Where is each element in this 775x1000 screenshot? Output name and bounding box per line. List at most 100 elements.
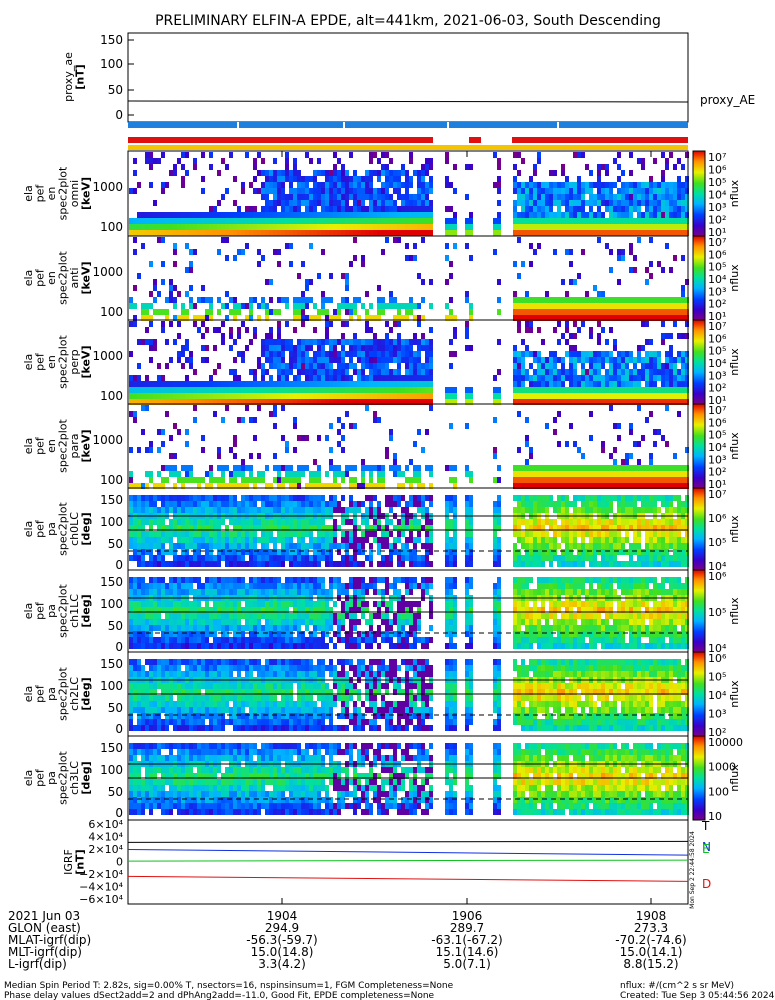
igrf-ytick-6: −6×10⁴ <box>79 893 123 906</box>
spec1-ytick-1: 100 <box>100 220 123 234</box>
status-bar-blue-tick-0 <box>237 122 239 128</box>
side-timestamp: Mon Sep 2 22:44:58 2024 <box>689 831 696 909</box>
spec2-ztick-0: 10⁷ <box>708 236 726 249</box>
spec1-ztick-0: 10⁷ <box>708 151 726 164</box>
pa1-zlabel: nflux <box>728 597 741 625</box>
spec2-ylabel-0: ela <box>22 270 35 287</box>
spec1-ztick-6: 10¹ <box>708 226 726 239</box>
pa2-heatmap <box>129 659 689 731</box>
spec2-ztick-5: 10² <box>708 298 726 311</box>
x-row-1-value-0: 294.9 <box>265 921 299 935</box>
pa2-ztick-4: 10² <box>708 726 726 739</box>
spec3-ztick-0: 10⁷ <box>708 320 726 333</box>
spec1-heatmap <box>129 152 689 236</box>
pa0-heatmap <box>129 495 689 567</box>
footer-created: Created: Tue Sep 3 05:44:56 2024 <box>620 991 775 1000</box>
spec1-ylabel-2: en <box>45 187 58 201</box>
igrf-ytick-4: −2×10⁴ <box>79 868 123 881</box>
pa1-ylabel-0: ela <box>22 603 35 620</box>
pa3-ylabel-4: ch3LC <box>68 761 81 795</box>
spec3-ztick-3: 10⁴ <box>708 357 727 370</box>
pa0-ytick-0: 150 <box>100 493 123 507</box>
x-row-label-4: L-igrf(dip) <box>8 957 67 971</box>
pa1-heatmap <box>129 577 689 649</box>
spec3-ztick-6: 10¹ <box>708 394 726 407</box>
pa1-ytick-2: 50 <box>108 619 123 633</box>
proxy-ae-series-line <box>127 100 689 103</box>
spec1-ztick-3: 10⁴ <box>708 189 727 202</box>
spec3-ztick-4: 10³ <box>708 369 726 382</box>
pa1-ztick-1: 10⁵ <box>708 606 726 619</box>
spec3-ytick-0: 1000 <box>92 349 123 363</box>
spec3-heatmap <box>129 321 689 405</box>
spec3-ytick-1: 100 <box>100 389 123 403</box>
status-bar-red-2 <box>469 137 481 143</box>
spec4-heatmap <box>129 405 689 489</box>
spec4-ylabel-5: [keV] <box>80 429 93 462</box>
spec1-ytick-0: 1000 <box>92 180 123 194</box>
pa1-ytick-0: 150 <box>100 575 123 589</box>
pa2-ztick-0: 10⁶ <box>708 652 727 665</box>
spec3-ylabel-1: pef <box>34 352 47 371</box>
spec1-ztick-5: 10² <box>708 214 726 227</box>
pa3-ztick-3: 10 <box>708 810 722 823</box>
spec2-ztick-4: 10³ <box>708 285 726 298</box>
x-row-4-value-1: 5.0(7.1) <box>443 957 491 971</box>
spec4-ztick-3: 10⁴ <box>708 441 727 454</box>
x-tick-label-2: 1908 <box>636 909 667 923</box>
spec3-colorbar <box>692 319 706 405</box>
pa3-ztick-0: 10000 <box>708 736 743 749</box>
spec3-ylabel-5: [keV] <box>80 345 93 378</box>
proxy-ae-ytick-2: 50 <box>108 83 123 97</box>
status-bar-blue-tick-3 <box>557 122 559 128</box>
spec2-ylabel-2: en <box>45 271 58 285</box>
pa3-ytick-3: 0 <box>115 806 123 820</box>
pa1-ytick-3: 0 <box>115 640 123 654</box>
igrf-ytick-0: 6×10⁴ <box>88 818 123 831</box>
pa0-ztick-1: 10⁶ <box>708 512 727 525</box>
status-bar-blue-tick-1 <box>343 122 345 128</box>
pa1-ztick-0: 10⁶ <box>708 570 727 583</box>
pa3-ytick-1: 100 <box>100 763 123 777</box>
pa1-ylabel-1: pef <box>34 601 47 620</box>
pa3-ylabel-0: ela <box>22 770 35 787</box>
x-row-1-value-2: 273.3 <box>634 921 668 935</box>
x-row-label-2: MLAT-igrf(dip) <box>8 933 91 947</box>
pa2-ytick-3: 0 <box>115 722 123 736</box>
spec2-ztick-2: 10⁵ <box>708 261 726 274</box>
igrf-frame <box>127 819 689 905</box>
spec3-ylabel-3: spec2plot <box>57 335 70 389</box>
pa3-ylabel-5: [deg] <box>80 761 93 794</box>
x-row-1-value-1: 289.7 <box>450 921 484 935</box>
igrf-legend-D: D <box>702 877 711 891</box>
spec2-ztick-1: 10⁶ <box>708 248 727 261</box>
pa3-ylabel-3: spec2plot <box>57 751 70 805</box>
igrf-legend-N: N <box>702 840 711 854</box>
pa2-colorbar <box>692 651 706 737</box>
x-row-2-value-1: -63.1(-67.2) <box>431 933 502 947</box>
spec4-zlabel: nflux <box>728 432 741 460</box>
spec4-ztick-6: 10¹ <box>708 478 726 491</box>
pa3-ztick-2: 100 <box>708 785 729 798</box>
igrf-series-T <box>127 840 689 843</box>
spec1-ylabel-1: pef <box>34 184 47 203</box>
pa0-ztick-0: 10⁷ <box>708 488 726 501</box>
spec4-ylabel-1: pef <box>34 436 47 455</box>
pa2-ytick-0: 150 <box>100 657 123 671</box>
pa1-ylabel-5: [deg] <box>80 594 93 627</box>
footer-line-1: Median Spin Period T: 2.82s, sig=0.00% T… <box>4 981 454 991</box>
igrf-ytick-5: −4×10⁴ <box>79 881 123 894</box>
igrf-legend-T: T <box>701 819 710 833</box>
pa0-ztick-3: 10⁴ <box>708 560 727 573</box>
x-row-3-value-0: 15.0(14.8) <box>251 945 314 959</box>
pa2-ztick-3: 10³ <box>708 708 726 721</box>
pa2-zlabel: nflux <box>728 680 741 708</box>
spec1-ylabel-0: ela <box>22 185 35 202</box>
footer-units: nflux: #/(cm^2 s sr MeV) <box>620 981 734 991</box>
pa3-colorbar <box>692 735 706 821</box>
pa1-ztick-2: 10⁴ <box>708 642 727 655</box>
pa0-ylabel-5: [deg] <box>80 512 93 545</box>
spec4-ztick-5: 10² <box>708 466 726 479</box>
spec1-ztick-2: 10⁵ <box>708 176 726 189</box>
